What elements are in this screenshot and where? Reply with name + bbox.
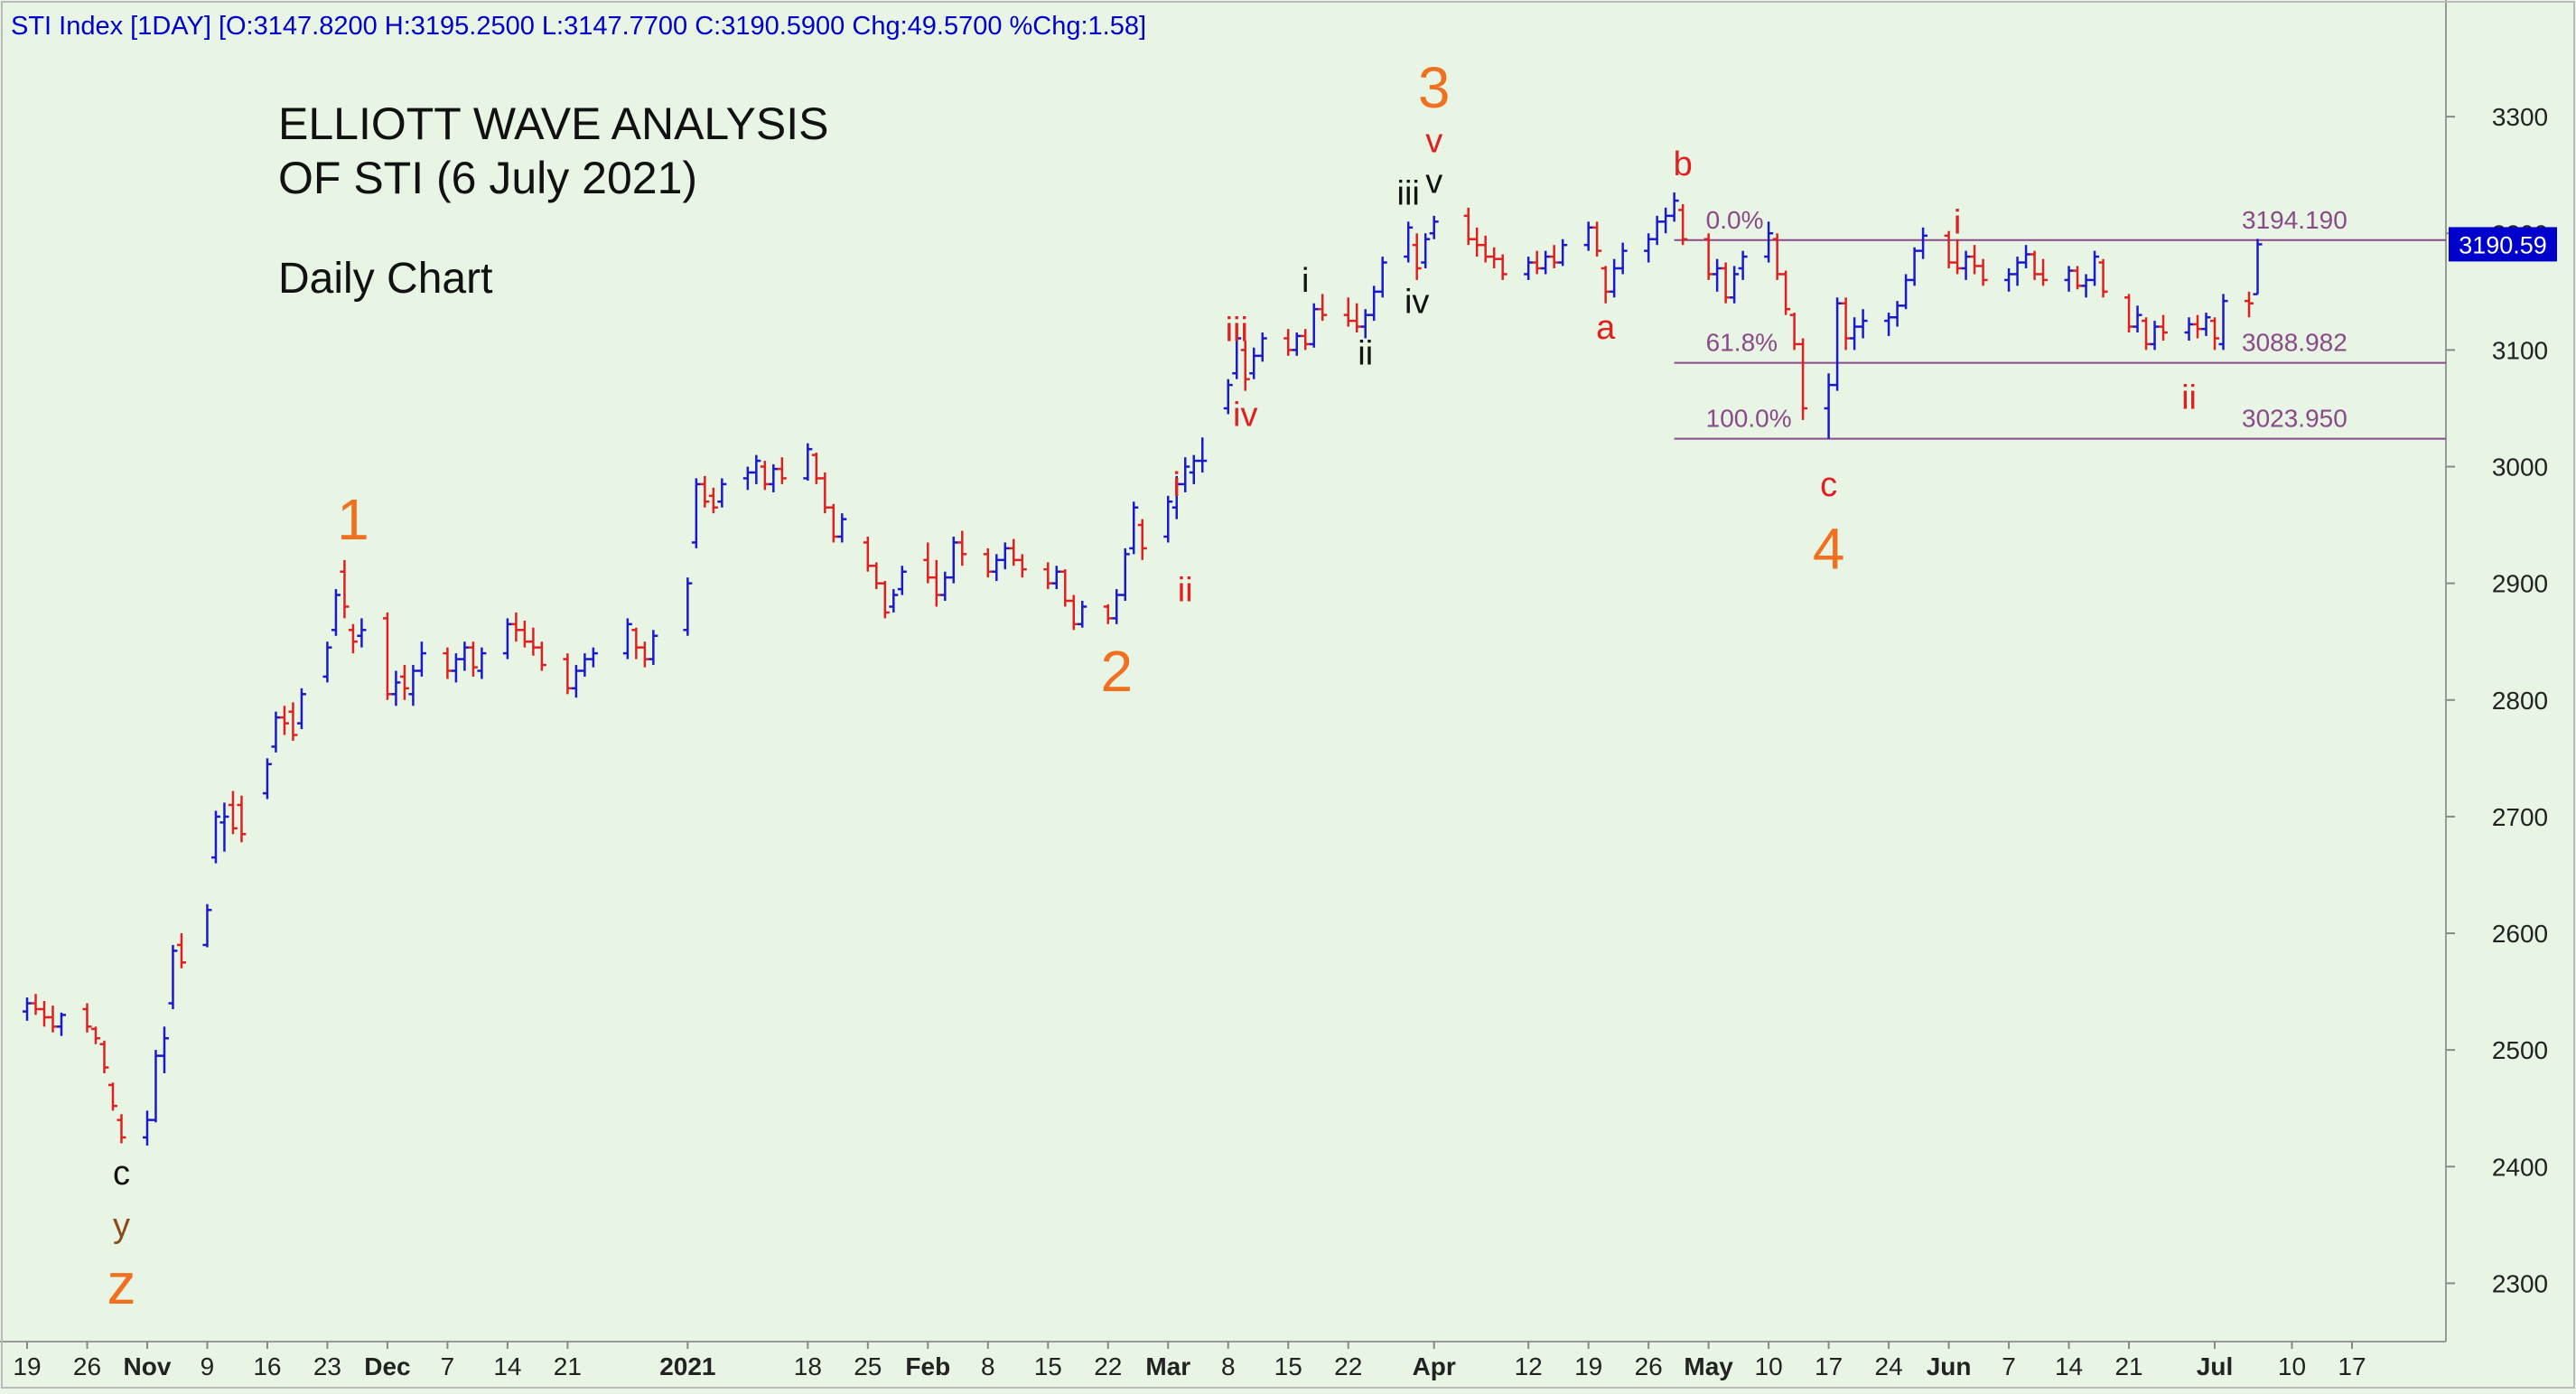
wave-label: i [1302,262,1309,300]
y-tick-label: 2500 [2492,1036,2548,1064]
fib-percent-label: 0.0% [1706,206,1764,234]
wave-label: iv [1233,397,1257,435]
x-tick-label: 23 [313,1352,341,1380]
wave-label: c [113,1155,130,1193]
wave-label: iii [1397,174,1420,212]
wave-label: i [1173,466,1181,504]
x-tick-label: 2021 [659,1352,715,1380]
y-tick-label: 2400 [2492,1153,2548,1181]
x-tick-label: 26 [73,1352,101,1380]
x-tick-label: 17 [2338,1352,2366,1380]
x-tick-label: 7 [2002,1352,2016,1380]
ohlc-bars [23,192,2263,1146]
fib-price-label: 3194.190 [2242,206,2347,234]
wave-label: b [1674,145,1693,183]
x-tick-label: 10 [1755,1352,1783,1380]
x-tick-label: 7 [441,1352,455,1380]
x-tick-label: Feb [905,1352,950,1380]
fibonacci-levels: 0.0% 3194.190 61.8% 3088.982 100.0% 3023.950 [1674,206,2446,440]
x-tick-label: Apr [1413,1352,1456,1380]
x-tick-label: 14 [493,1352,521,1380]
x-tick-label: 19 [13,1352,41,1380]
x-tick-label: 8 [1221,1352,1236,1380]
x-tick-label: 8 [981,1352,995,1380]
y-tick-label: 2800 [2492,687,2548,715]
last-price-tag: 3190.59 [2449,227,2557,262]
wave-label: ii [1358,334,1373,372]
wave-label: a [1596,309,1616,347]
wave-label: iv [1405,283,1429,321]
x-tick-label: 21 [2114,1352,2142,1380]
annotation-title-line1: ELLIOTT WAVE ANALYSIS [278,98,828,149]
x-tick-label: 22 [1334,1352,1362,1380]
y-tick-label: 3000 [2492,454,2548,482]
x-tick-label: 15 [1274,1352,1302,1380]
x-tick-label: 18 [794,1352,822,1380]
x-tick-label: 12 [1515,1352,1543,1380]
x-tick-label: Mar [1145,1352,1190,1380]
annotation-title-line2: OF STI (6 July 2021) [278,153,697,203]
fib-percent-label: 61.8% [1706,329,1778,357]
fib-price-label: 3088.982 [2242,329,2347,357]
wave-label: z [107,1251,135,1316]
x-tick-label: 19 [1574,1352,1602,1380]
x-tick-label: 16 [253,1352,281,1380]
last-price-label: 3190.59 [2459,231,2547,258]
wave-label: iii [1226,311,1248,349]
fib-percent-label: 100.0% [1706,405,1792,433]
last-price-box [2449,227,2557,262]
x-tick-label: 10 [2278,1352,2306,1380]
chart-header: STI Index [1DAY] [O:3147.8200 H:3195.250… [11,12,1146,41]
wave-label: v [1425,163,1442,201]
y-tick-label: 2300 [2492,1269,2548,1297]
x-tick-label: 17 [1815,1352,1843,1380]
x-tick-label: Nov [124,1352,172,1380]
wave-label: 3 [1418,55,1451,120]
wave-label: ii [1178,571,1193,609]
fib-price-label: 3023.950 [2242,405,2347,433]
x-tick-label: 15 [1034,1352,1062,1380]
x-tick-label: 26 [1635,1352,1663,1380]
x-tick-label: Dec [364,1352,410,1380]
x-tick-label: 24 [1875,1352,1903,1380]
x-tick-label: Jun [1927,1352,1972,1380]
y-tick-label: 3100 [2492,336,2548,364]
wave-label: c [1820,466,1837,504]
wave-label: 1 [337,487,369,552]
wave-label: ii [2181,379,2197,416]
x-tick-label: May [1684,1352,1733,1380]
wave-label: i [1954,204,1961,242]
x-axis-ticks: 19 26 Nov 9 16 23 Dec 7 14 21 2021 18 25 Feb 8 15 22 Mar 8… [13,1342,2366,1380]
x-tick-label: 21 [554,1352,582,1380]
wave-label: 2 [1100,639,1133,704]
x-tick-label: 25 [854,1352,882,1380]
wave-label: y [113,1207,130,1245]
wave-label: v [1425,122,1442,160]
y-tick-label: 3300 [2492,103,2548,131]
x-tick-label: 14 [2055,1352,2083,1380]
x-tick-label: Jul [2197,1352,2233,1380]
y-tick-label: 2600 [2492,920,2548,948]
wave-label: 4 [1813,516,1845,581]
y-tick-label: 2900 [2492,570,2548,598]
annotation-title-line3: Daily Chart [278,255,492,303]
x-tick-label: 9 [201,1352,215,1380]
y-tick-label: 2700 [2492,803,2548,831]
x-tick-label: 22 [1094,1352,1122,1380]
